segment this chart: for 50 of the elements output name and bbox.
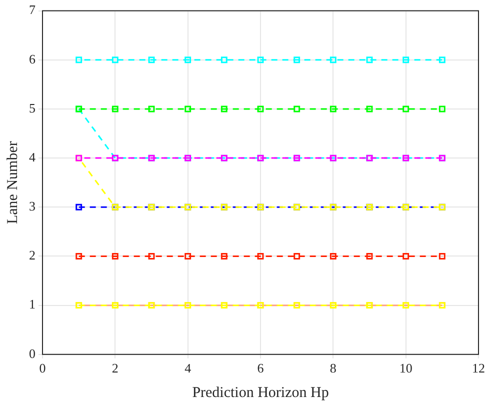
point [148,253,155,260]
point [257,106,264,112]
y-tick-label: 3 [29,198,36,214]
point [402,253,410,260]
point [76,204,82,210]
x-tick-label: 0 [39,360,46,376]
point [366,106,373,112]
y-tick-label: 2 [29,248,36,263]
point [257,253,264,260]
point [257,56,264,64]
y-tick-label: 5 [29,100,36,116]
y-tick-label: 0 [29,346,36,361]
point [220,106,228,112]
y-tick-label: 4 [29,149,36,164]
x-tick-label: 4 [184,360,192,376]
x-tick-label: 6 [257,360,264,376]
x-tick-label: 8 [330,360,336,376]
y-tick-label: 6 [29,51,36,66]
point [438,106,446,112]
point [184,56,192,64]
point [148,106,155,112]
point [330,106,336,112]
point [294,253,300,260]
point [294,56,300,64]
point [76,253,82,260]
x-tick-label: 10 [399,360,412,376]
point [330,56,336,64]
point [402,56,410,64]
y-tick-label: 7 [29,2,36,18]
point [294,106,300,112]
point [112,253,118,260]
y-tick-label: 1 [29,296,36,312]
point [184,253,192,260]
point [220,56,228,64]
point [112,106,118,112]
x-axis-title: Prediction Horizon Hp [192,384,329,401]
point [438,253,446,260]
point [220,253,228,260]
point [402,106,410,112]
point [76,56,82,64]
x-tick-label: 2 [112,360,118,376]
point [112,56,118,64]
point [330,253,336,260]
y-axis-title: Lane Number [4,141,21,224]
x-tick-label: 12 [472,360,485,376]
point [366,253,373,260]
point [438,56,446,64]
point [366,56,373,64]
point [148,56,155,64]
point [184,106,192,112]
